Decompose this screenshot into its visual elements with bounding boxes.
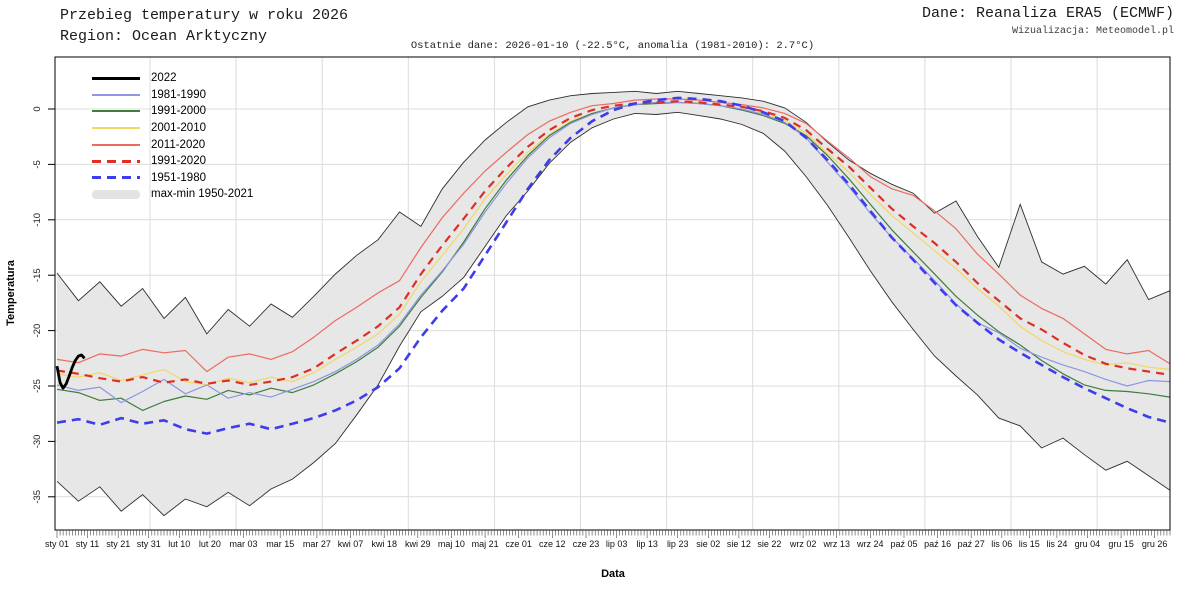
svg-text:wrz 13: wrz 13 bbox=[822, 539, 850, 549]
legend-label: 2022 bbox=[151, 72, 177, 85]
legend-item: 1951-1980 bbox=[92, 170, 253, 187]
y-axis-title: Temperatura bbox=[5, 259, 17, 326]
svg-text:paź 16: paź 16 bbox=[924, 539, 951, 549]
svg-text:cze 01: cze 01 bbox=[505, 539, 532, 549]
x-axis-minor-ticks bbox=[56, 530, 1171, 538]
svg-text:kwi 07: kwi 07 bbox=[338, 539, 364, 549]
svg-text:lis 06: lis 06 bbox=[991, 539, 1012, 549]
region-subtitle: Region: Ocean Arktyczny bbox=[60, 28, 268, 45]
svg-text:lip 03: lip 03 bbox=[606, 539, 628, 549]
svg-text:sie 02: sie 02 bbox=[696, 539, 720, 549]
plot-border bbox=[54, 56, 1171, 531]
svg-text:sty 01: sty 01 bbox=[45, 539, 69, 549]
svg-text:gru 26: gru 26 bbox=[1142, 539, 1168, 549]
svg-text:-35: -35 bbox=[32, 490, 43, 504]
svg-text:mar 15: mar 15 bbox=[266, 539, 294, 549]
legend-item: 1981-1990 bbox=[92, 87, 253, 104]
svg-text:-10: -10 bbox=[32, 213, 43, 227]
svg-text:lut 10: lut 10 bbox=[168, 539, 190, 549]
legend-item: 1991-2000 bbox=[92, 103, 253, 120]
svg-text:-30: -30 bbox=[32, 435, 43, 449]
legend-label: 1991-2020 bbox=[151, 155, 206, 168]
legend-label: 1981-1990 bbox=[151, 88, 206, 101]
source-block: Dane: Reanaliza ERA5 (ECMWF) Wizualizacj… bbox=[922, 5, 1174, 37]
svg-text:gru 15: gru 15 bbox=[1108, 539, 1134, 549]
y-axis-labels: 0 -5 -10 -15 -20 -25 -30 -35 bbox=[32, 106, 43, 503]
legend-swatch-2022 bbox=[92, 76, 140, 80]
legend-item: max-min 1950-2021 bbox=[92, 186, 253, 203]
svg-text:gru 04: gru 04 bbox=[1075, 539, 1101, 549]
svg-text:kwi 29: kwi 29 bbox=[405, 539, 431, 549]
legend-swatch-2011-2020 bbox=[92, 143, 140, 146]
chart-legend: 2022 1981-1990 1991-2000 2001-2010 2011-2020… bbox=[92, 70, 253, 203]
svg-text:maj 21: maj 21 bbox=[472, 539, 499, 549]
svg-text:maj 10: maj 10 bbox=[438, 539, 465, 549]
series-2022 bbox=[55, 353, 86, 390]
x-axis-labels: sty 01 sty 11 sty 21 sty 31 lut 10 lut 20 mar … bbox=[45, 539, 1167, 549]
svg-text:paź 05: paź 05 bbox=[890, 539, 917, 549]
legend-swatch-1991-2000 bbox=[92, 110, 140, 113]
svg-text:lis 15: lis 15 bbox=[1019, 539, 1040, 549]
svg-text:-20: -20 bbox=[32, 324, 43, 338]
svg-text:lip 23: lip 23 bbox=[667, 539, 689, 549]
last-data-note: Ostatnie dane: 2026-01-10 (-22.5°C, anom… bbox=[410, 40, 815, 52]
y-axis-ticks bbox=[48, 108, 55, 498]
legend-item: 2001-2010 bbox=[92, 120, 253, 137]
svg-text:cze 12: cze 12 bbox=[539, 539, 566, 549]
legend-item: 1991-2020 bbox=[92, 153, 253, 170]
svg-text:-15: -15 bbox=[32, 268, 43, 282]
legend-swatch-1991-2020 bbox=[92, 159, 140, 163]
svg-text:0: 0 bbox=[32, 106, 43, 111]
svg-text:-5: -5 bbox=[32, 160, 43, 168]
legend-item: 2022 bbox=[92, 70, 253, 87]
svg-text:mar 03: mar 03 bbox=[229, 539, 257, 549]
legend-label: 1951-1980 bbox=[151, 171, 206, 184]
series-2011-2020 bbox=[56, 98, 1171, 373]
page-title: Przebieg temperatury w roku 2026 bbox=[60, 7, 349, 24]
legend-swatch-1981-1990 bbox=[92, 93, 140, 96]
series-1981-1990 bbox=[56, 101, 1171, 404]
svg-text:mar 27: mar 27 bbox=[303, 539, 331, 549]
svg-text:lis 24: lis 24 bbox=[1046, 539, 1067, 549]
legend-item: 2011-2020 bbox=[92, 136, 253, 153]
svg-text:sty 31: sty 31 bbox=[137, 539, 161, 549]
svg-text:lip 13: lip 13 bbox=[636, 539, 658, 549]
legend-label: 2001-2010 bbox=[151, 122, 206, 135]
svg-text:sie 22: sie 22 bbox=[757, 539, 781, 549]
x-axis-title: Data bbox=[601, 568, 626, 580]
svg-text:wrz 02: wrz 02 bbox=[789, 539, 817, 549]
svg-text:sty 11: sty 11 bbox=[76, 539, 99, 549]
series-1991-2020 bbox=[56, 100, 1171, 386]
svg-text:sie 12: sie 12 bbox=[727, 539, 751, 549]
band-min-edge bbox=[56, 111, 1171, 517]
svg-text:paź 27: paź 27 bbox=[958, 539, 985, 549]
band-max-edge bbox=[56, 90, 1171, 335]
chart-header: Przebieg temperatury w roku 2026 Region:… bbox=[60, 5, 348, 47]
visualization-credit: Wizualizacja: Meteomodel.pl bbox=[1011, 26, 1174, 37]
svg-text:sty 21: sty 21 bbox=[106, 539, 130, 549]
svg-text:-25: -25 bbox=[32, 379, 43, 393]
svg-text:cze 23: cze 23 bbox=[573, 539, 600, 549]
legend-label: 2011-2020 bbox=[151, 138, 206, 151]
legend-swatch-max-min-1950-2021 bbox=[92, 189, 140, 199]
legend-label: 1991-2000 bbox=[151, 105, 206, 118]
svg-text:wrz 24: wrz 24 bbox=[856, 539, 884, 549]
legend-swatch-1951-1980 bbox=[92, 176, 140, 180]
svg-text:kwi 18: kwi 18 bbox=[371, 539, 397, 549]
legend-swatch-2001-2010 bbox=[92, 127, 140, 130]
data-source-label: Dane: Reanaliza ERA5 (ECMWF) bbox=[921, 5, 1174, 22]
legend-label: max-min 1950-2021 bbox=[151, 188, 254, 201]
svg-text:lut 20: lut 20 bbox=[199, 539, 221, 549]
